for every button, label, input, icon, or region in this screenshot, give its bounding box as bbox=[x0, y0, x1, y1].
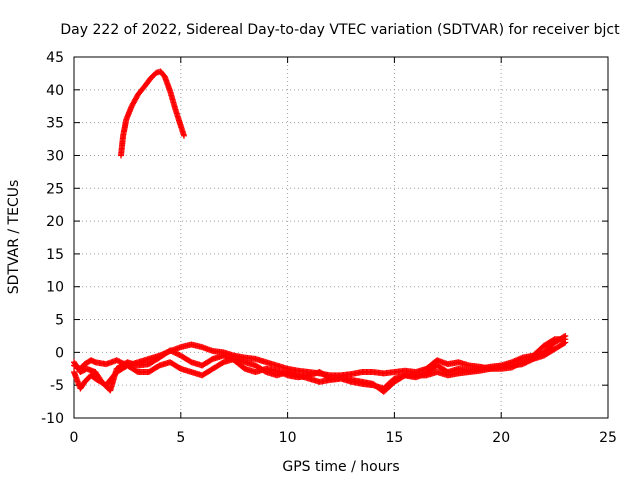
data-point bbox=[173, 350, 180, 357]
data-point bbox=[169, 348, 176, 355]
data-point bbox=[172, 350, 179, 357]
x-tick-label: 25 bbox=[599, 430, 617, 446]
data-point bbox=[171, 349, 178, 356]
data-point bbox=[115, 357, 122, 364]
data-point bbox=[522, 359, 529, 366]
ticks-layer: 0 5 10 15 20 25 -10 -5 0 5 10 15 20 25 30 35 40 45 bbox=[41, 50, 617, 446]
y-tick-label: 20 bbox=[46, 214, 64, 230]
y-tick-label: 0 bbox=[55, 345, 64, 361]
plot-frame bbox=[73, 56, 609, 419]
x-tick-label: 20 bbox=[492, 430, 510, 446]
y-tick-label: -10 bbox=[41, 411, 64, 427]
data-point bbox=[167, 347, 174, 354]
y-tick-label: 40 bbox=[46, 83, 64, 99]
series-peak-arc bbox=[117, 68, 188, 159]
x-tick-label: 0 bbox=[70, 430, 79, 446]
data-point bbox=[116, 358, 123, 365]
x-tick-label: 5 bbox=[176, 430, 185, 446]
x-tick-label: 10 bbox=[279, 430, 297, 446]
data-point bbox=[520, 360, 527, 367]
data-point bbox=[168, 348, 175, 355]
data-point bbox=[181, 132, 188, 139]
data-point bbox=[175, 351, 182, 358]
y-axis-label: SDTVAR / TECUs bbox=[6, 180, 22, 295]
series-lower-band-c bbox=[71, 336, 569, 395]
data-point bbox=[113, 357, 120, 364]
y-tick-label: 25 bbox=[46, 181, 64, 197]
y-tick-label: -5 bbox=[50, 378, 64, 394]
y-tick-label: 35 bbox=[46, 116, 64, 132]
chart-title: Day 222 of 2022, Sidereal Day-to-day VTE… bbox=[60, 22, 620, 38]
y-tick-label: 45 bbox=[46, 50, 64, 66]
data-point bbox=[523, 359, 530, 366]
y-tick-label: 10 bbox=[46, 280, 64, 296]
x-axis-label: GPS time / hours bbox=[282, 459, 399, 475]
y-tick-label: 30 bbox=[46, 148, 64, 164]
data-points-layer bbox=[71, 68, 569, 395]
y-tick-label: 5 bbox=[55, 313, 64, 329]
data-point bbox=[562, 336, 569, 343]
x-tick-label: 15 bbox=[385, 430, 403, 446]
data-point bbox=[519, 361, 526, 368]
grid-layer bbox=[74, 57, 608, 418]
y-tick-label: 15 bbox=[46, 247, 64, 263]
